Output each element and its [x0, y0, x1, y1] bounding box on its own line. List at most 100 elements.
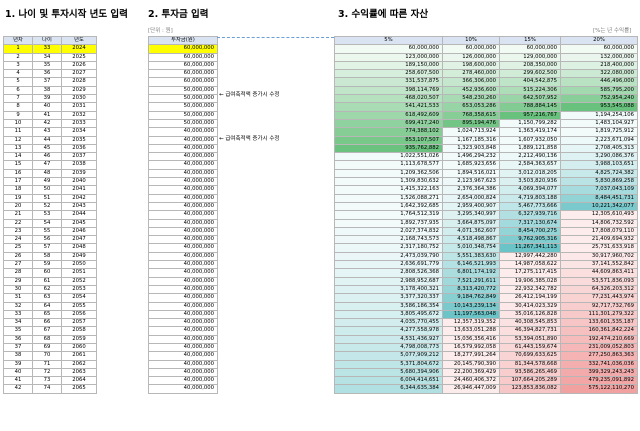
investment-cell[interactable]: 40,000,000: [148, 243, 218, 253]
asset-cell-rate-4[interactable]: 4,825,724,382: [560, 168, 638, 179]
asset-cell-rate-3[interactable]: 8,454,700,275: [499, 226, 561, 237]
asset-cell-rate-1[interactable]: 6,004,414,651: [334, 376, 443, 386]
asset-cell-rate-2[interactable]: 15,036,356,416: [442, 334, 500, 345]
year-cell[interactable]: 2026: [61, 60, 97, 71]
year-count-cell[interactable]: 42: [3, 384, 33, 394]
asset-cell-rate-1[interactable]: 541,421,533: [334, 102, 443, 112]
age-cell[interactable]: 33: [32, 44, 62, 54]
age-cell[interactable]: 47: [32, 160, 62, 170]
asset-cell-rate-1[interactable]: 4,798,008,773: [334, 342, 443, 353]
investment-cell[interactable]: 60,000,000: [148, 69, 218, 79]
asset-cell-rate-1[interactable]: 4,531,436,927: [334, 334, 443, 345]
asset-cell-rate-2[interactable]: 653,053,286: [442, 102, 500, 112]
asset-cell-rate-3[interactable]: 1,363,419,174: [499, 127, 561, 137]
year-cell[interactable]: 2028: [61, 77, 97, 87]
year-count-cell[interactable]: 40: [3, 367, 33, 378]
asset-cell-rate-4[interactable]: 1,194,254,106: [560, 110, 638, 120]
asset-cell-rate-2[interactable]: 1,894,516,021: [442, 168, 500, 179]
asset-cell-rate-4[interactable]: 30,917,960,702: [560, 251, 638, 262]
investment-cell[interactable]: 40,000,000: [148, 359, 218, 369]
investment-cell[interactable]: 40,000,000: [148, 143, 218, 154]
year-count-cell[interactable]: 4: [3, 69, 33, 79]
asset-cell-rate-1[interactable]: 6,344,635,384: [334, 384, 443, 394]
age-cell[interactable]: 44: [32, 135, 62, 145]
asset-cell-rate-1[interactable]: 1,415,322,163: [334, 185, 443, 195]
year-count-cell[interactable]: 7: [3, 94, 33, 104]
asset-cell-rate-3[interactable]: 26,412,194,199: [499, 293, 561, 303]
year-count-cell[interactable]: 13: [3, 143, 33, 154]
asset-cell-rate-1[interactable]: 468,020,507: [334, 94, 443, 104]
asset-cell-rate-2[interactable]: 13,633,051,288: [442, 326, 500, 336]
age-cell[interactable]: 56: [32, 235, 62, 245]
age-cell[interactable]: 42: [32, 118, 62, 129]
asset-cell-rate-3[interactable]: 6,327,939,716: [499, 210, 561, 220]
year-cell[interactable]: 2064: [61, 376, 97, 386]
asset-cell-rate-2[interactable]: 768,358,615: [442, 110, 500, 120]
asset-cell-rate-4[interactable]: 160,361,842,224: [560, 326, 638, 336]
asset-cell-rate-1[interactable]: 3,377,320,337: [334, 293, 443, 303]
year-cell[interactable]: 2027: [61, 69, 97, 79]
asset-cell-rate-2[interactable]: 22,200,369,429: [442, 367, 500, 378]
year-count-cell[interactable]: 33: [3, 309, 33, 320]
asset-cell-rate-2[interactable]: 198,600,000: [442, 60, 500, 71]
asset-cell-rate-2[interactable]: 5,010,348,754: [442, 243, 500, 253]
asset-cell-rate-2[interactable]: 18,277,991,264: [442, 351, 500, 361]
asset-cell-rate-3[interactable]: 515,224,306: [499, 85, 561, 96]
asset-cell-rate-1[interactable]: 1,526,088,271: [334, 193, 443, 203]
year-cell[interactable]: 2036: [61, 143, 97, 154]
year-cell[interactable]: 2047: [61, 235, 97, 245]
asset-cell-rate-4[interactable]: 585,795,200: [560, 85, 638, 96]
asset-cell-rate-1[interactable]: 2,027,374,832: [334, 226, 443, 237]
investment-cell[interactable]: 40,000,000: [148, 284, 218, 295]
age-cell[interactable]: 65: [32, 309, 62, 320]
asset-cell-rate-2[interactable]: 2,959,400,907: [442, 201, 500, 212]
investment-cell[interactable]: 40,000,000: [148, 160, 218, 170]
investment-cell[interactable]: 60,000,000: [148, 60, 218, 71]
year-count-cell[interactable]: 17: [3, 177, 33, 187]
asset-cell-rate-2[interactable]: 4,518,498,867: [442, 235, 500, 245]
year-count-cell[interactable]: 6: [3, 85, 33, 96]
asset-cell-rate-2[interactable]: 26,946,447,009: [442, 384, 500, 394]
year-cell[interactable]: 2061: [61, 351, 97, 361]
year-cell[interactable]: 2044: [61, 210, 97, 220]
asset-cell-rate-2[interactable]: 2,654,000,824: [442, 193, 500, 203]
year-count-cell[interactable]: 38: [3, 351, 33, 361]
asset-cell-rate-4[interactable]: 12,305,610,493: [560, 210, 638, 220]
asset-cell-rate-1[interactable]: 1,113,678,577: [334, 160, 443, 170]
age-cell[interactable]: 63: [32, 293, 62, 303]
investment-cell[interactable]: 60,000,000: [148, 44, 218, 54]
investment-cell[interactable]: 40,000,000: [148, 152, 218, 162]
asset-cell-rate-2[interactable]: 895,194,476: [442, 118, 500, 129]
asset-cell-rate-4[interactable]: 479,235,091,892: [560, 376, 638, 386]
investment-cell[interactable]: 40,000,000: [148, 259, 218, 270]
age-cell[interactable]: 39: [32, 94, 62, 104]
investment-cell[interactable]: 40,000,000: [148, 326, 218, 336]
asset-cell-rate-1[interactable]: 1,309,830,632: [334, 177, 443, 187]
age-cell[interactable]: 37: [32, 77, 62, 87]
asset-cell-rate-1[interactable]: 3,805,495,672: [334, 309, 443, 320]
asset-cell-rate-1[interactable]: 618,492,609: [334, 110, 443, 120]
asset-cell-rate-2[interactable]: 20,145,790,390: [442, 359, 500, 369]
asset-cell-rate-2[interactable]: 5,551,383,630: [442, 251, 500, 262]
asset-cell-rate-1[interactable]: 3,178,400,321: [334, 284, 443, 295]
year-count-cell[interactable]: 24: [3, 235, 33, 245]
investment-cell[interactable]: 40,000,000: [148, 384, 218, 394]
asset-cell-rate-3[interactable]: 19,906,385,028: [499, 276, 561, 286]
asset-cell-rate-3[interactable]: 404,542,875: [499, 77, 561, 87]
asset-cell-rate-4[interactable]: 3,290,086,376: [560, 152, 638, 162]
asset-cell-rate-4[interactable]: 53,571,836,093: [560, 276, 638, 286]
investment-cell[interactable]: 40,000,000: [148, 226, 218, 237]
asset-cell-rate-4[interactable]: 5,830,869,258: [560, 177, 638, 187]
year-count-cell[interactable]: 3: [3, 60, 33, 71]
year-count-cell[interactable]: 37: [3, 342, 33, 353]
year-cell[interactable]: 2034: [61, 127, 97, 137]
investment-cell[interactable]: 60,000,000: [148, 52, 218, 62]
year-cell[interactable]: 2038: [61, 160, 97, 170]
asset-cell-rate-2[interactable]: 126,000,000: [442, 52, 500, 62]
age-cell[interactable]: 70: [32, 351, 62, 361]
asset-cell-rate-1[interactable]: 5,680,394,906: [334, 367, 443, 378]
asset-cell-rate-3[interactable]: 107,664,205,289: [499, 376, 561, 386]
asset-cell-rate-4[interactable]: 44,609,863,411: [560, 268, 638, 278]
asset-cell-rate-3[interactable]: 642,507,952: [499, 94, 561, 104]
age-cell[interactable]: 57: [32, 243, 62, 253]
